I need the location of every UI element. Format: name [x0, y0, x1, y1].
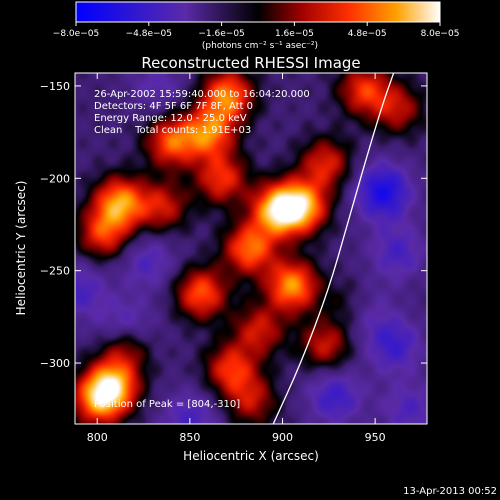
annotation-energy-range: Energy Range: 12.0 - 25.0 keV — [94, 113, 247, 124]
x-axis-ticks: 800 850 900 950 — [87, 73, 386, 444]
heatmap-image — [75, 73, 427, 424]
solar-limb-curve — [272, 73, 395, 424]
footer-timestamp: 13-Apr-2013 00:52 — [403, 486, 497, 497]
colorbar-tick-label: −4.8e−05 — [126, 29, 172, 39]
y-tick-label: −150 — [40, 80, 70, 93]
colorbar-ticks: −8.0e−05 −4.8e−05 −1.6e−05 1.6e−05 4.8e−05 8.… — [53, 22, 460, 39]
colorbar-tick-label: 1.6e−05 — [275, 29, 314, 39]
x-tick-label: 950 — [365, 431, 386, 444]
colorbar-tick-label: 8.0e−05 — [421, 29, 460, 39]
x-axis-label: Heliocentric X (arcsec) — [183, 449, 319, 463]
plot-frame — [74, 72, 428, 425]
annotation-block: 26-Apr-2002 15:59:40.000 to 16:04:20.000… — [94, 89, 310, 410]
x-tick-label: 900 — [272, 431, 293, 444]
heatmap-canvas — [75, 73, 427, 424]
x-tick-label: 800 — [87, 431, 108, 444]
y-tick-label: −200 — [40, 172, 70, 185]
colorbar-ramp — [75, 1, 441, 23]
colorbar-tick-label: −1.6e−05 — [198, 29, 244, 39]
annotation-clean-counts: Clean Total counts: 1.91E+03 — [94, 125, 251, 136]
colorbar-tick-label: −8.0e−05 — [53, 29, 99, 39]
annotation-detectors: Detectors: 4F 5F 6F 7F 8F, Att 0 — [94, 101, 253, 112]
x-tick-label: 850 — [179, 431, 200, 444]
colorbar-tick-label: 4.8e−05 — [348, 29, 387, 39]
colorbar-units-label: (photons cm⁻² s⁻¹ asec⁻²) — [202, 41, 318, 51]
y-axis-label: Heliocentric Y (arcsec) — [14, 181, 28, 316]
annotation-time-range: 26-Apr-2002 15:59:40.000 to 16:04:20.000 — [94, 89, 310, 100]
y-axis-ticks: −150 −200 −250 −300 — [40, 80, 427, 370]
annotation-peak-position: Position of Peak = [804,-310] — [94, 399, 240, 410]
y-tick-label: −250 — [40, 265, 70, 278]
colorbar: −8.0e−05 −4.8e−05 −1.6e−05 1.6e−05 4.8e−05 8.… — [53, 1, 460, 51]
y-tick-label: −300 — [40, 357, 70, 370]
chart-title: Reconstructed RHESSI Image — [141, 54, 360, 72]
